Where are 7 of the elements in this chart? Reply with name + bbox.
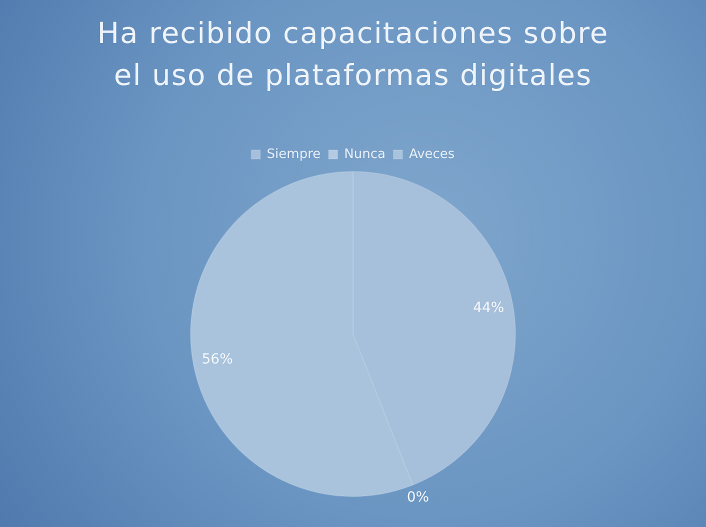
text: 0% (406, 490, 430, 506)
data-label: 56% (202, 352, 233, 368)
data-label: 44% (473, 300, 504, 316)
legend-label: Siempre (266, 146, 321, 162)
legend-label: Aveces (408, 146, 455, 162)
chart-title: Ha recibido capacitaciones sobre el uso de plataformas digitales (96, 15, 610, 94)
legend-label: Nunca (344, 146, 386, 162)
